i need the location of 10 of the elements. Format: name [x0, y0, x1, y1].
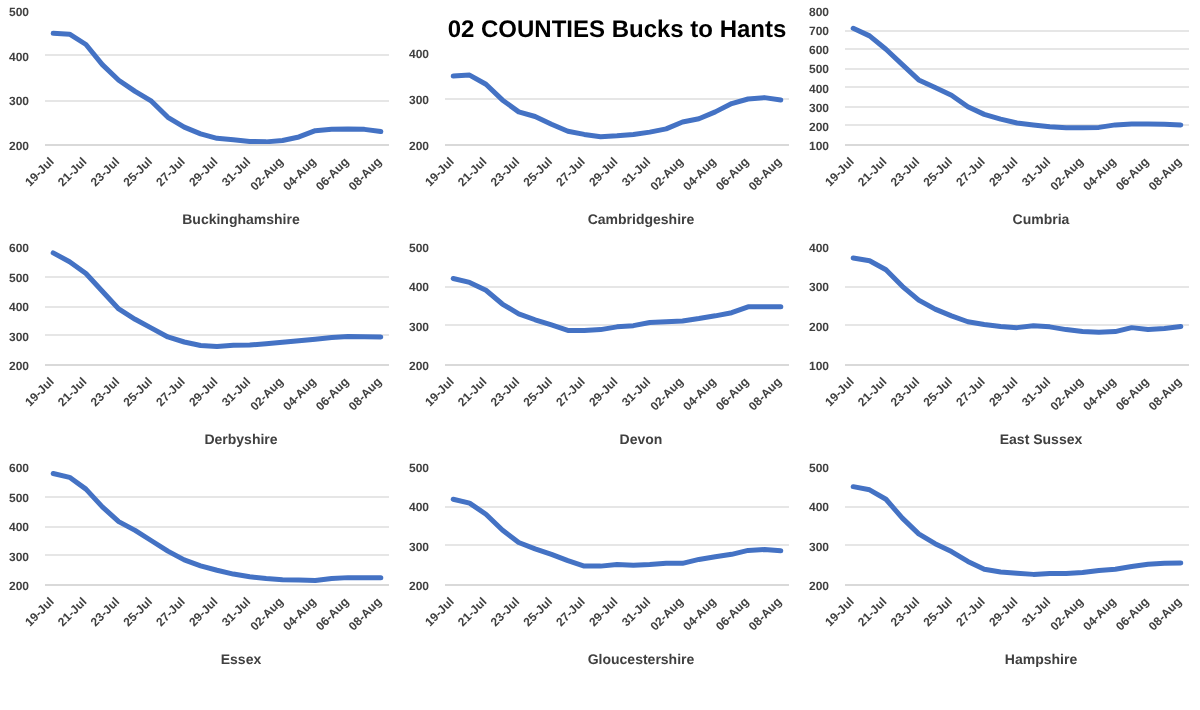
line-series: [850, 255, 1184, 335]
chart-title: 02 COUNTIES Bucks to Hants: [447, 15, 788, 43]
line-series: [450, 496, 784, 569]
line-series: [850, 25, 1184, 131]
line-series: [450, 275, 784, 333]
line-series: [450, 72, 784, 140]
line-series: [850, 484, 1184, 577]
line-series: [50, 470, 384, 584]
line-series: [50, 250, 384, 349]
line-series: [50, 30, 384, 145]
